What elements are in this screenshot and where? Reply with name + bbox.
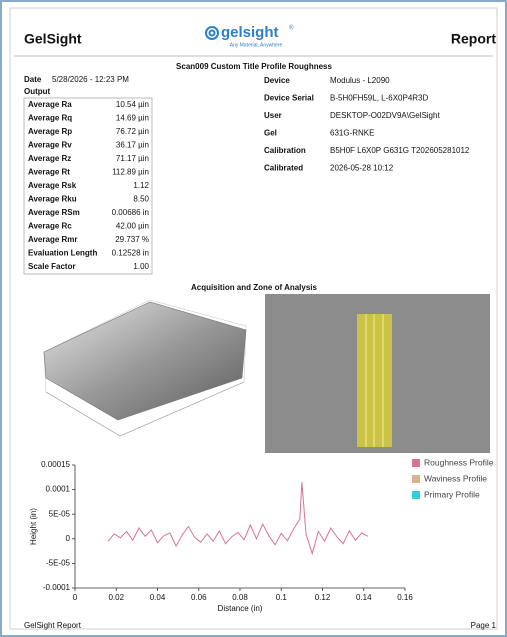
output-title: Output [24, 87, 51, 96]
output-value: 14.69 µin [116, 114, 149, 123]
info-label: Calibration [264, 146, 306, 155]
output-label: Average Rku [28, 195, 77, 204]
logo-icon [205, 26, 219, 40]
info-value: Modulus - L2090 [330, 76, 390, 85]
surface-3d [43, 299, 247, 437]
output-label: Average Rsk [28, 181, 77, 190]
output-label: Average Rq [28, 114, 72, 123]
x-tick-label: 0.08 [232, 593, 248, 602]
output-label: Average Rc [28, 222, 72, 231]
output-label: Average Rp [28, 127, 72, 136]
output-label: Average Rv [28, 141, 72, 150]
legend-swatch [412, 459, 420, 467]
output-value: 10.54 µin [116, 100, 149, 109]
x-tick-label: 0.06 [191, 593, 207, 602]
legend-swatch [412, 475, 420, 483]
y-axis-label: Height (in) [29, 508, 38, 545]
output-label: Average Ra [28, 100, 72, 109]
date-value: 5/28/2026 - 12:23 PM [52, 75, 129, 84]
y-tick-label: -0.0001 [43, 583, 71, 592]
output-label: Average Rt [28, 168, 70, 177]
y-tick-label: 5E-05 [49, 509, 71, 518]
x-tick-label: 0.02 [108, 593, 124, 602]
logo-registered: ® [289, 25, 294, 32]
section-title: Acquisition and Zone of Analysis [191, 283, 317, 292]
info-value: 631G-RNKE [330, 129, 374, 138]
scan-title: Scan009 Custom Title Profile Roughness [176, 62, 332, 71]
acquisition-image [265, 294, 490, 453]
x-tick-label: 0.16 [397, 593, 413, 602]
brand: GelSight [24, 31, 82, 47]
logo-text: gelsight [221, 24, 279, 41]
output-value: 0.12528 in [112, 249, 149, 258]
info-value: B5H0F L6X0P G631G T202605281012 [330, 146, 470, 155]
info-label: User [264, 111, 282, 120]
output-table-box [23, 97, 153, 275]
footer-right: Page 1 [471, 621, 497, 630]
output-value: 42.00 µin [116, 222, 149, 231]
y-tick-label: 0.00015 [41, 460, 70, 469]
report-label: Report [451, 31, 496, 47]
footer-left: GelSight Report [24, 621, 82, 630]
date-label: Date [24, 75, 42, 84]
info-value: B-5H0FH59L, L-6X0P4R3D [330, 94, 428, 103]
info-value: DESKTOP-O02DV9A\GelSight [330, 111, 440, 120]
y-tick-label: 0 [66, 534, 71, 543]
output-label: Evaluation Length [28, 249, 97, 258]
output-value: 0.00686 in [112, 208, 149, 217]
output-label: Average Rz [28, 154, 71, 163]
output-value: 8.50 [133, 195, 149, 204]
output-label: Scale Factor [28, 262, 76, 271]
page-frame [9, 7, 498, 630]
x-tick-label: 0.1 [276, 593, 288, 602]
profile-line [107, 482, 369, 556]
x-axis-label: Distance (in) [218, 604, 263, 613]
output-value: 29.737 % [115, 235, 149, 244]
logo-tagline: Any Material, Anywhere [230, 42, 283, 48]
x-tick-label: 0.12 [315, 593, 331, 602]
y-tick-label: 0.0001 [46, 485, 71, 494]
output-value: 112.89 µin [112, 168, 149, 177]
x-tick-label: 0 [73, 593, 78, 602]
output-value: 1.00 [133, 262, 149, 271]
output-value: 36.17 µin [116, 141, 149, 150]
output-label: Average RSm [28, 208, 80, 217]
legend-label: Primary Profile [424, 489, 480, 499]
info-label: Device [264, 76, 290, 85]
output-value: 71.17 µin [116, 154, 149, 163]
info-label: Gel [264, 129, 277, 138]
x-tick-label: 0.14 [356, 593, 372, 602]
output-value: 1.12 [133, 181, 149, 190]
legend-label: Waviness Profile [424, 473, 487, 483]
legend-label: Roughness Profile [424, 457, 494, 467]
output-value: 76.72 µin [116, 127, 149, 136]
info-value: 2026-05-28 10:12 [330, 164, 394, 173]
x-tick-label: 0.04 [150, 593, 166, 602]
y-tick-label: -5E-05 [46, 559, 71, 568]
output-label: Average Rmr [28, 235, 78, 244]
legend-swatch [412, 491, 420, 499]
info-label: Device Serial [264, 94, 314, 103]
info-label: Calibrated [264, 164, 303, 173]
